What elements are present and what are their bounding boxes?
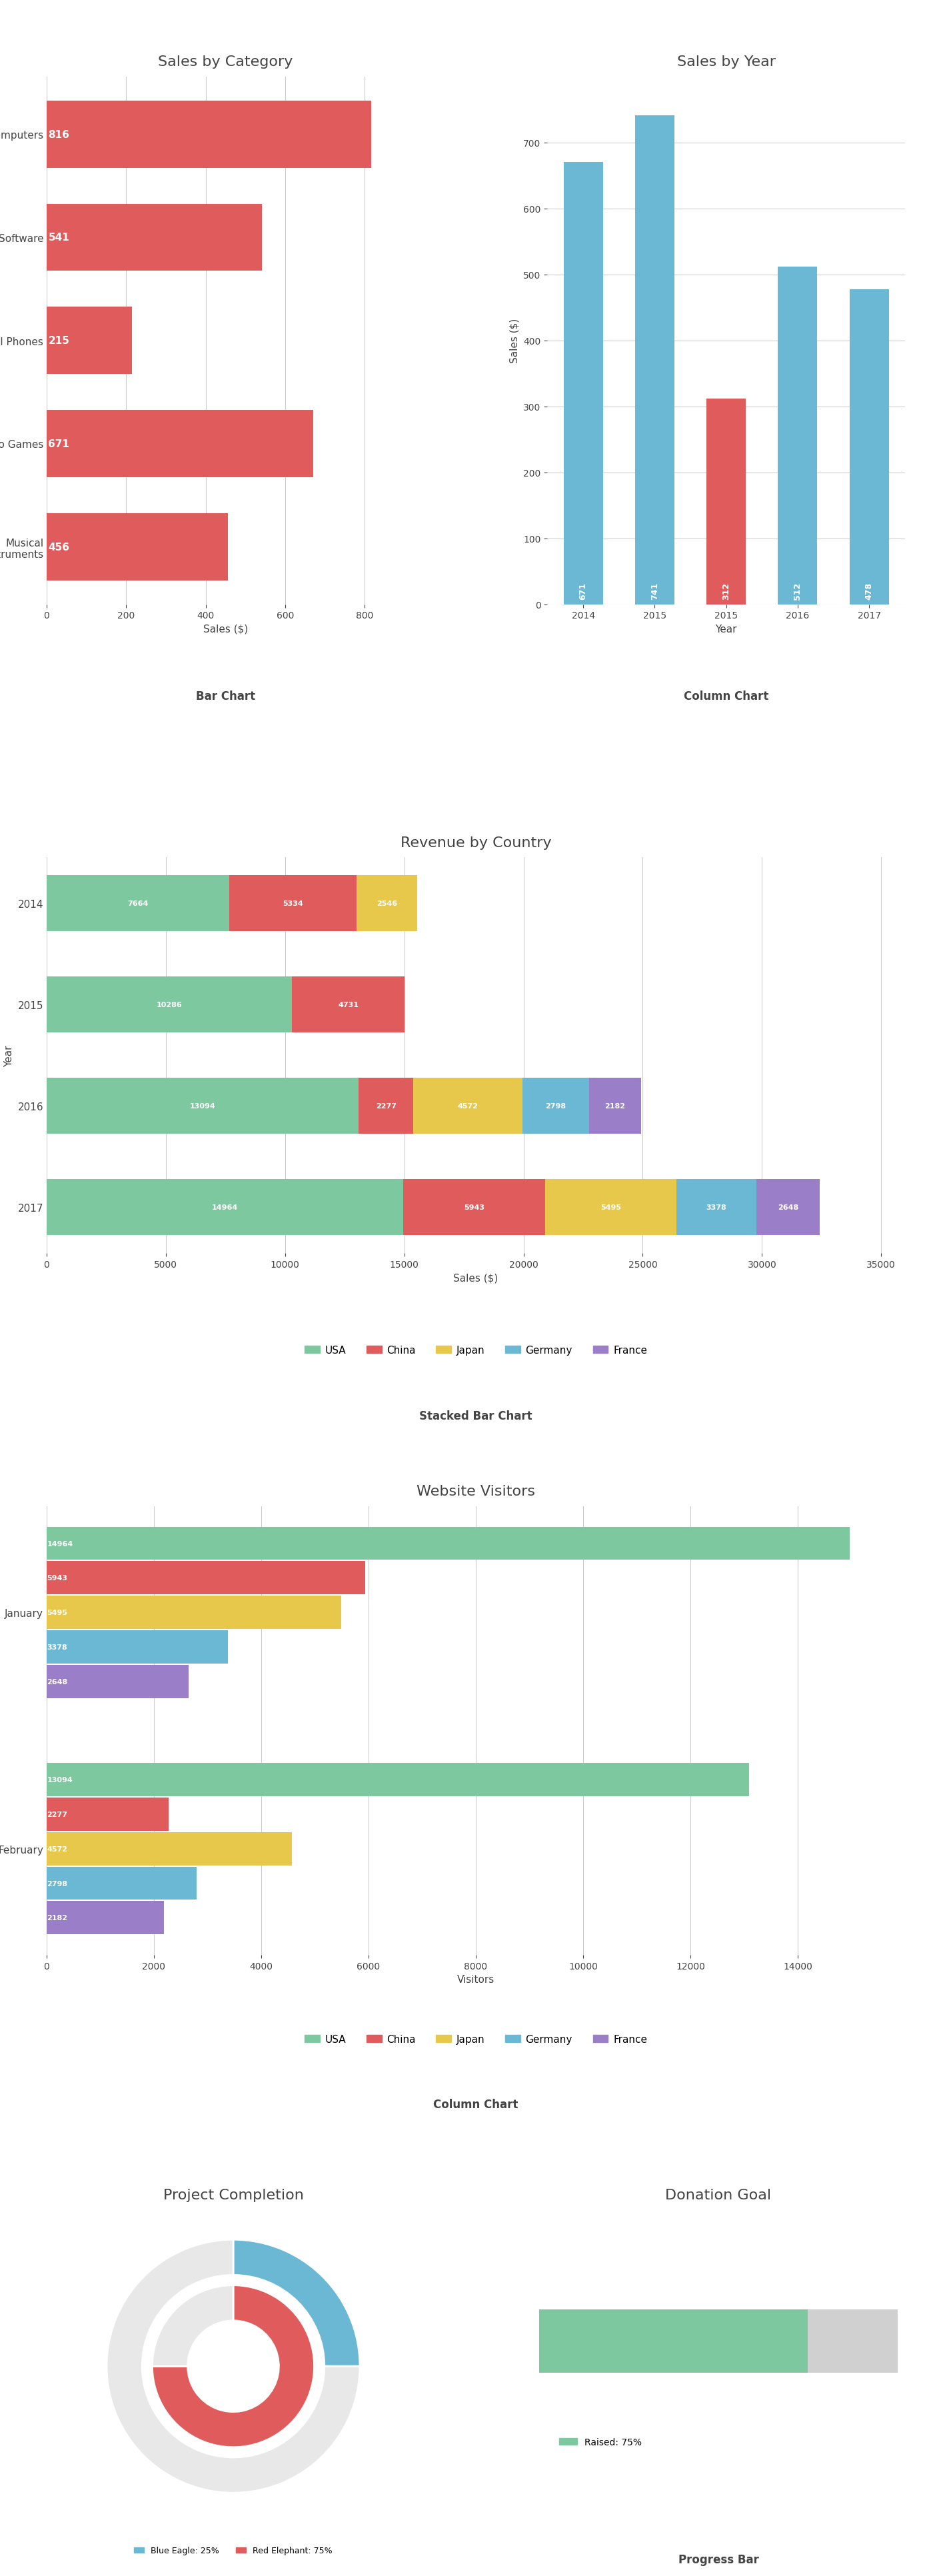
Text: Bar Chart: Bar Chart <box>196 690 255 703</box>
Bar <box>778 268 817 605</box>
Text: 512: 512 <box>793 582 802 600</box>
Text: 5495: 5495 <box>600 1203 621 1211</box>
Bar <box>47 1798 169 1832</box>
Text: 4572: 4572 <box>47 1844 67 1852</box>
Text: 2182: 2182 <box>605 1103 625 1110</box>
Text: 5495: 5495 <box>47 1610 67 1615</box>
Bar <box>545 1180 676 1236</box>
Wedge shape <box>152 2285 233 2367</box>
Text: 10286: 10286 <box>157 1002 182 1007</box>
Text: Column Chart: Column Chart <box>434 2097 518 2110</box>
Bar <box>849 289 889 605</box>
Bar <box>47 1664 188 1698</box>
Bar <box>47 307 132 374</box>
Bar <box>359 1079 413 1133</box>
Text: 7664: 7664 <box>128 902 148 907</box>
FancyBboxPatch shape <box>539 2308 898 2372</box>
Bar <box>564 162 603 605</box>
Text: 5334: 5334 <box>283 902 303 907</box>
Title: Website Visitors: Website Visitors <box>416 1484 536 1499</box>
Bar <box>47 100 371 167</box>
Text: 5943: 5943 <box>47 1574 67 1582</box>
Bar <box>47 1561 366 1595</box>
Bar <box>413 1079 522 1133</box>
Bar <box>47 1079 359 1133</box>
Legend: USA, China, Japan, Germany, France: USA, China, Japan, Germany, France <box>300 2030 651 2048</box>
Title: Revenue by Country: Revenue by Country <box>400 837 551 850</box>
Text: 671: 671 <box>49 438 69 448</box>
X-axis label: Sales ($): Sales ($) <box>203 623 248 634</box>
Bar <box>757 1180 820 1236</box>
Legend: Raised: 75%: Raised: 75% <box>555 2434 646 2450</box>
Text: Progress Bar: Progress Bar <box>678 2553 759 2566</box>
Text: 741: 741 <box>650 582 659 600</box>
Bar <box>47 1901 163 1935</box>
Y-axis label: Year: Year <box>4 1046 14 1066</box>
Bar <box>47 1832 292 1865</box>
Bar <box>47 1180 403 1236</box>
Bar <box>403 1180 545 1236</box>
Bar <box>589 1079 641 1133</box>
Text: Stacked Bar Chart: Stacked Bar Chart <box>419 1409 533 1422</box>
Text: 2648: 2648 <box>778 1203 799 1211</box>
Text: 4572: 4572 <box>457 1103 478 1110</box>
Bar <box>47 204 261 270</box>
Bar <box>522 1079 589 1133</box>
X-axis label: Visitors: Visitors <box>457 1973 494 1984</box>
Text: 2277: 2277 <box>376 1103 397 1110</box>
Legend: USA, China, Japan, Germany, France: USA, China, Japan, Germany, France <box>300 1342 651 1360</box>
Wedge shape <box>106 2239 360 2494</box>
X-axis label: Sales ($): Sales ($) <box>453 1273 498 1283</box>
Text: 2546: 2546 <box>377 902 397 907</box>
Text: 816: 816 <box>49 129 69 139</box>
Title: Donation Goal: Donation Goal <box>665 2187 772 2202</box>
Bar <box>676 1180 757 1236</box>
Text: 13094: 13094 <box>189 1103 216 1110</box>
Text: 312: 312 <box>722 582 731 600</box>
Text: 3378: 3378 <box>706 1203 727 1211</box>
Text: 14964: 14964 <box>212 1203 238 1211</box>
Text: 478: 478 <box>865 582 873 600</box>
X-axis label: Year: Year <box>716 623 737 634</box>
Text: 2277: 2277 <box>47 1811 67 1819</box>
Bar <box>706 399 745 605</box>
Bar <box>47 1597 341 1628</box>
Text: 2648: 2648 <box>47 1677 68 1685</box>
Bar <box>47 410 313 477</box>
Title: Project Completion: Project Completion <box>163 2187 303 2202</box>
Text: 2798: 2798 <box>47 1880 67 1886</box>
Text: 541: 541 <box>49 232 69 242</box>
Legend: Blue Eagle: 25%, Red Elephant: 75%: Blue Eagle: 25%, Red Elephant: 75% <box>131 2543 336 2558</box>
Bar <box>47 1631 228 1664</box>
Bar <box>47 1868 197 1901</box>
Text: 14964: 14964 <box>47 1540 73 1548</box>
Text: 3378: 3378 <box>47 1643 67 1651</box>
Wedge shape <box>233 2239 360 2367</box>
Text: 2182: 2182 <box>47 1914 67 1922</box>
Title: Sales by Year: Sales by Year <box>676 57 775 70</box>
Text: 671: 671 <box>579 582 588 600</box>
Y-axis label: Sales ($): Sales ($) <box>509 319 520 363</box>
Bar <box>47 513 228 580</box>
Text: 5943: 5943 <box>464 1203 484 1211</box>
Wedge shape <box>152 2285 314 2447</box>
Text: 456: 456 <box>49 541 70 551</box>
Text: 4731: 4731 <box>338 1002 358 1007</box>
Bar <box>230 876 356 933</box>
Bar <box>292 976 405 1033</box>
Bar <box>47 876 230 933</box>
Bar <box>47 1528 849 1561</box>
Bar <box>47 976 292 1033</box>
Text: 13094: 13094 <box>47 1777 73 1783</box>
Bar <box>635 116 675 605</box>
Text: 215: 215 <box>49 335 69 345</box>
Text: 2798: 2798 <box>545 1103 566 1110</box>
Bar <box>356 876 417 933</box>
Title: Sales by Category: Sales by Category <box>158 57 293 70</box>
Bar <box>47 1765 749 1795</box>
FancyBboxPatch shape <box>539 2308 808 2372</box>
Text: Column Chart: Column Chart <box>684 690 769 703</box>
